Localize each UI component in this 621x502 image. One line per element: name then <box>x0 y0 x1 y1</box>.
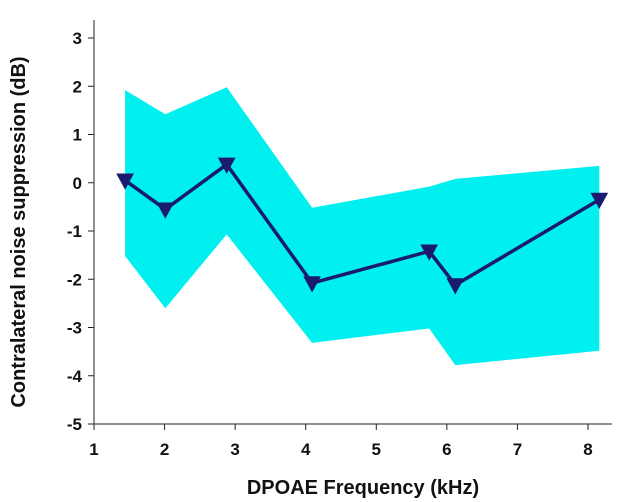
ticks: -5 -4 -3 -2 -1 0 1 2 3 1 2 3 4 5 6 7 8 <box>67 29 593 459</box>
data-point-marker <box>420 244 439 261</box>
confidence-band-layer <box>125 87 600 366</box>
x-tick-label: 1 <box>89 440 98 459</box>
y-tick-label: -2 <box>67 270 82 289</box>
axes <box>93 20 612 425</box>
x-tick-label: 8 <box>583 440 592 459</box>
y-tick-label: -3 <box>67 319 82 338</box>
x-tick-label: 2 <box>160 440 169 459</box>
data-point-marker <box>116 173 134 190</box>
data-point-marker <box>590 192 609 210</box>
confidence-band <box>125 87 600 366</box>
y-tick-label: 0 <box>73 174 82 193</box>
x-tick-label: 3 <box>230 440 239 459</box>
data-point-marker <box>217 157 236 174</box>
y-tick-label: 1 <box>73 126 82 145</box>
y-tick-label: -4 <box>67 367 83 386</box>
y-tick-label: -5 <box>67 415 82 434</box>
data-point-marker <box>446 278 465 295</box>
series-marker-layer <box>116 157 609 295</box>
x-tick-label: 7 <box>513 440 522 459</box>
x-tick-label: 4 <box>301 440 311 459</box>
y-tick-label: -1 <box>67 222 82 241</box>
data-point-marker <box>156 202 175 219</box>
y-axis-title: Contralateral noise suppression (dB) <box>8 56 30 407</box>
x-tick-label: 6 <box>442 440 451 459</box>
y-tick-label: 2 <box>73 77 82 96</box>
data-point-marker <box>303 276 321 293</box>
y-tick-label: 3 <box>73 29 82 48</box>
x-axis-title: DPOAE Frequency (kHz) <box>247 477 479 499</box>
x-tick-label: 5 <box>372 440 381 459</box>
